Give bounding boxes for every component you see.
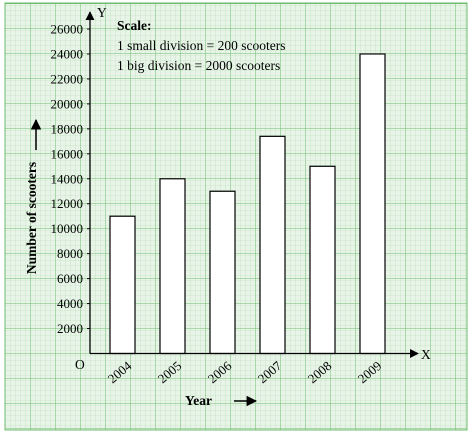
bar-2007 bbox=[259, 135, 286, 355]
y-tick-label: 12000 bbox=[51, 196, 84, 211]
scale-line-small-division: 1 small division = 200 scooters bbox=[117, 38, 285, 53]
y-tick-label: 4000 bbox=[57, 296, 83, 311]
scale-heading: Scale: bbox=[117, 18, 152, 33]
y-tick-label: 20000 bbox=[51, 96, 84, 111]
y-tick-label: 14000 bbox=[51, 171, 84, 186]
bar-2009 bbox=[359, 53, 386, 355]
y-tick-labels: 2000 4000 6000 8000 10000 12000 14000 16000 1800… bbox=[51, 22, 90, 336]
y-tick-label: 24000 bbox=[51, 46, 84, 61]
bar-2005 bbox=[159, 178, 186, 355]
x-axis-letter: X bbox=[421, 347, 431, 362]
graph-paper-border bbox=[4, 2, 468, 431]
y-axis-letter: Y bbox=[97, 5, 107, 20]
y-tick-label: 18000 bbox=[51, 121, 84, 136]
x-axis-title-group: Year bbox=[185, 393, 258, 408]
y-tick-label: 16000 bbox=[51, 146, 84, 161]
bar-2004 bbox=[109, 215, 136, 355]
scale-box: Scale: 1 small division = 200 scooters 1… bbox=[117, 18, 285, 73]
graph-paper-major-grid bbox=[5, 3, 467, 430]
x-axis-title: Year bbox=[185, 393, 212, 408]
y-tick-label: 10000 bbox=[51, 221, 84, 236]
y-tick-label: 8000 bbox=[57, 246, 83, 261]
y-axis-title: Number of scooters bbox=[24, 162, 39, 274]
bar-2006 bbox=[209, 190, 236, 355]
bars-group bbox=[109, 53, 386, 355]
y-tick-label: 26000 bbox=[51, 22, 84, 37]
origin-label: O bbox=[75, 357, 85, 372]
y-axis-title-group: Number of scooters bbox=[24, 118, 42, 274]
bar-2008 bbox=[309, 165, 336, 355]
scale-line-big-division: 1 big division = 2000 scooters bbox=[117, 58, 280, 73]
y-tick-label: 22000 bbox=[51, 71, 84, 86]
y-tick-label: 6000 bbox=[57, 271, 83, 286]
y-tick-label: 2000 bbox=[57, 321, 83, 336]
